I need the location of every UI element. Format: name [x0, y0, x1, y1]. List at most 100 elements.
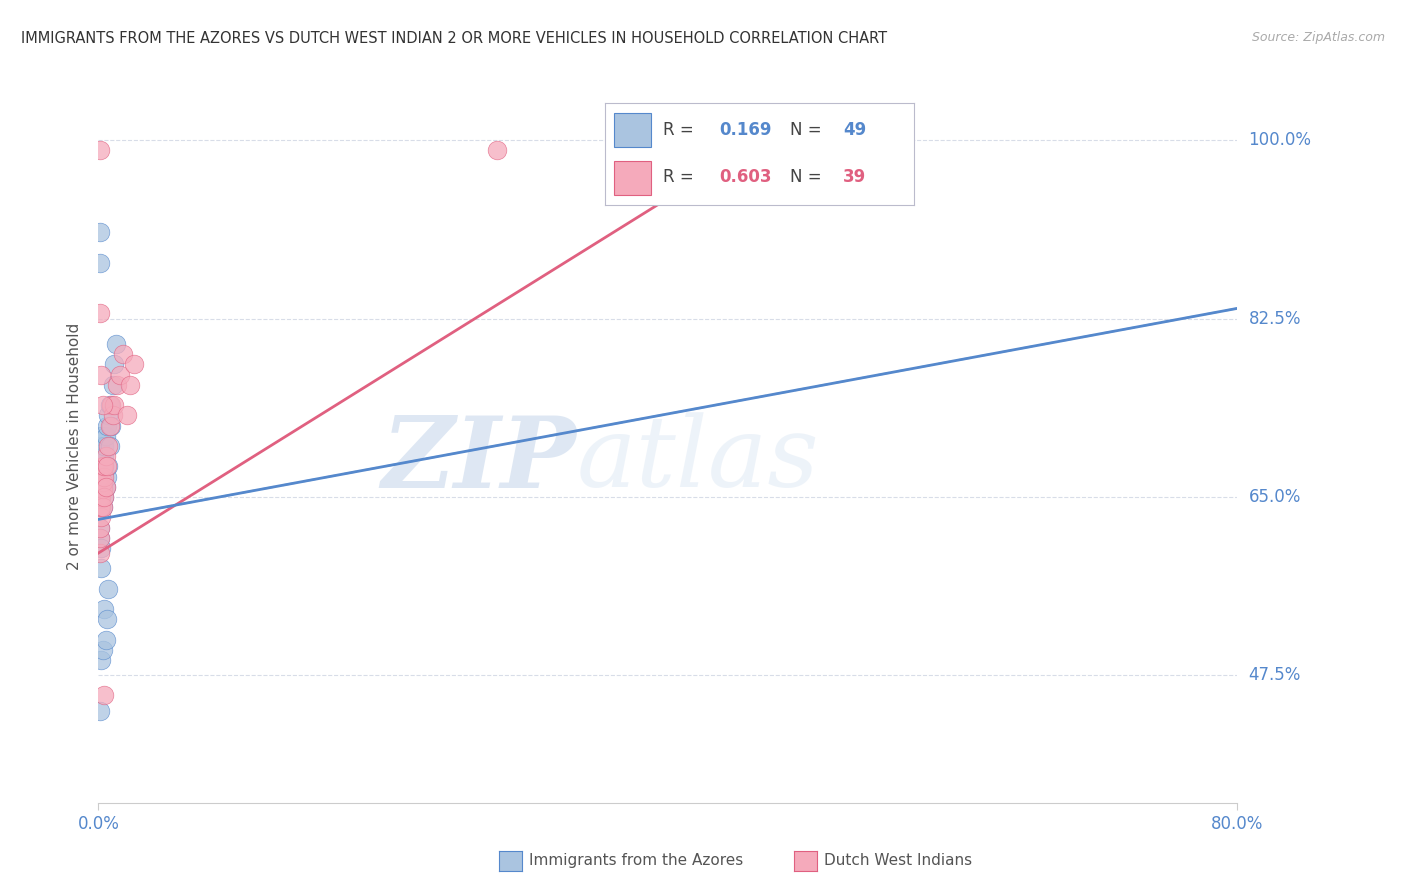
- Point: [89, 449, 111, 463]
- Point: [108, 368, 131, 382]
- Point: [98, 418, 121, 433]
- Point: [89, 704, 111, 718]
- Text: 49: 49: [842, 121, 866, 139]
- Point: [98, 398, 121, 412]
- Text: R =: R =: [664, 121, 699, 139]
- Point: [100, 418, 122, 433]
- Point: [91, 475, 114, 489]
- Point: [89, 465, 111, 479]
- Point: [90, 444, 112, 458]
- Point: [89, 520, 111, 534]
- Point: [93, 449, 115, 463]
- Point: [93, 459, 115, 474]
- Point: [103, 398, 125, 412]
- Point: [89, 480, 111, 494]
- Point: [97, 459, 120, 474]
- Point: [89, 500, 111, 515]
- Point: [89, 469, 111, 483]
- Point: [91, 500, 114, 515]
- Point: [93, 490, 115, 504]
- Point: [89, 531, 111, 545]
- Point: [97, 582, 120, 596]
- Point: [90, 451, 112, 466]
- Point: [94, 632, 117, 647]
- Text: atlas: atlas: [576, 413, 820, 508]
- Point: [97, 439, 120, 453]
- Text: 0.603: 0.603: [718, 169, 772, 186]
- Point: [90, 368, 112, 382]
- Point: [89, 477, 111, 491]
- Point: [90, 480, 112, 494]
- Point: [101, 409, 124, 423]
- FancyBboxPatch shape: [614, 113, 651, 146]
- Point: [91, 482, 114, 496]
- Point: [90, 459, 112, 474]
- FancyBboxPatch shape: [614, 161, 651, 194]
- Point: [486, 144, 509, 158]
- Point: [93, 490, 115, 504]
- Point: [118, 377, 141, 392]
- Point: [89, 255, 111, 269]
- Text: ZIP: ZIP: [382, 412, 576, 508]
- Point: [89, 475, 111, 489]
- Point: [94, 480, 117, 494]
- Point: [89, 490, 111, 504]
- Point: [89, 482, 111, 496]
- Point: [91, 459, 114, 474]
- Text: N =: N =: [790, 169, 827, 186]
- Point: [90, 467, 112, 482]
- Point: [89, 225, 111, 239]
- Point: [90, 561, 112, 575]
- Text: Dutch West Indians: Dutch West Indians: [824, 854, 972, 868]
- Point: [90, 490, 112, 504]
- Text: IMMIGRANTS FROM THE AZORES VS DUTCH WEST INDIAN 2 OR MORE VEHICLES IN HOUSEHOLD : IMMIGRANTS FROM THE AZORES VS DUTCH WEST…: [21, 31, 887, 46]
- Point: [94, 449, 117, 463]
- Point: [115, 409, 138, 423]
- Point: [89, 490, 111, 504]
- Point: [90, 510, 112, 524]
- Point: [90, 429, 112, 443]
- Point: [90, 500, 112, 515]
- Point: [96, 469, 118, 483]
- Point: [89, 459, 111, 474]
- Point: [90, 541, 112, 555]
- Point: [94, 429, 117, 443]
- Point: [89, 531, 111, 545]
- Point: [122, 358, 145, 372]
- Text: Immigrants from the Azores: Immigrants from the Azores: [529, 854, 742, 868]
- Point: [89, 439, 111, 453]
- Point: [103, 358, 125, 372]
- Point: [91, 480, 114, 494]
- Point: [111, 347, 134, 361]
- Point: [96, 418, 118, 433]
- Point: [90, 653, 112, 667]
- Text: 65.0%: 65.0%: [1249, 488, 1301, 506]
- Point: [93, 469, 115, 483]
- Point: [96, 612, 118, 626]
- Point: [89, 546, 111, 560]
- Point: [91, 398, 114, 412]
- Text: Source: ZipAtlas.com: Source: ZipAtlas.com: [1251, 31, 1385, 45]
- Point: [91, 643, 114, 657]
- Point: [89, 500, 111, 515]
- Text: 82.5%: 82.5%: [1249, 310, 1301, 327]
- Point: [89, 520, 111, 534]
- Point: [98, 439, 121, 453]
- Point: [105, 377, 128, 392]
- Point: [90, 472, 112, 486]
- Point: [91, 500, 114, 515]
- Point: [94, 480, 117, 494]
- Text: 100.0%: 100.0%: [1249, 131, 1312, 149]
- Point: [90, 484, 112, 499]
- Point: [91, 469, 114, 483]
- Point: [89, 144, 111, 158]
- Text: 0.169: 0.169: [718, 121, 772, 139]
- Point: [89, 306, 111, 320]
- Point: [101, 377, 124, 392]
- Y-axis label: 2 or more Vehicles in Household: 2 or more Vehicles in Household: [67, 322, 83, 570]
- Point: [104, 337, 127, 351]
- Point: [91, 459, 114, 474]
- Text: N =: N =: [790, 121, 827, 139]
- Point: [97, 409, 120, 423]
- Point: [96, 459, 118, 474]
